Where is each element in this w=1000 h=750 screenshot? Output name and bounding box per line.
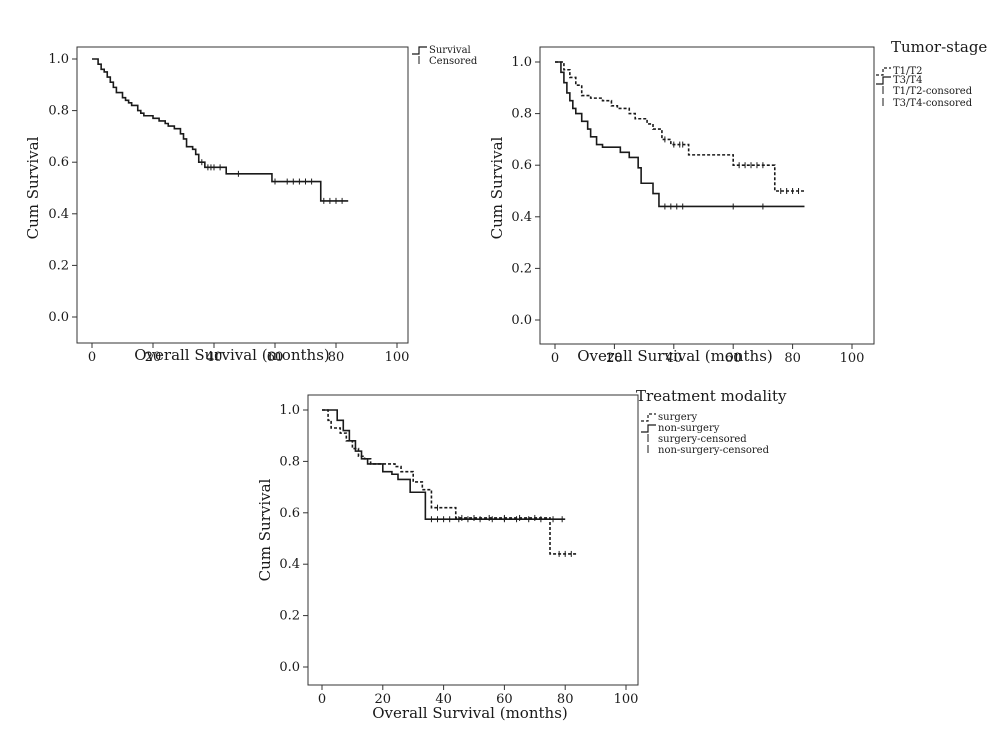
x-tick-label: 100 bbox=[614, 692, 639, 707]
legend-title: Treatment modality bbox=[636, 387, 787, 405]
legend-label: Censored bbox=[429, 56, 478, 67]
y-tick-label: 0.8 bbox=[48, 104, 69, 119]
legend-label: Survival bbox=[429, 45, 471, 56]
y-tick-label: 0.8 bbox=[511, 107, 532, 122]
legend-label: non-surgery bbox=[658, 423, 720, 434]
series-line-t3-t4 bbox=[555, 61, 805, 208]
legend-label: T1/T2-consored bbox=[893, 86, 973, 97]
y-tick-label: 1.0 bbox=[511, 55, 532, 70]
x-tick-label: 20 bbox=[606, 351, 623, 366]
y-tick-label: 0.6 bbox=[279, 506, 300, 521]
x-tick-label: 60 bbox=[267, 350, 284, 365]
y-tick-label: 0.2 bbox=[511, 261, 532, 276]
x-tick-label: 0 bbox=[318, 692, 326, 707]
y-tick-label: 0.4 bbox=[48, 207, 69, 222]
x-tick-label: 20 bbox=[145, 350, 162, 365]
legend-label: T3/T4-consored bbox=[893, 98, 973, 109]
chart-panel-3: 0 20 40 60 80 100 0.0 0.2 0.4 0.6 0.8 1.0 Overall Su… bbox=[256, 387, 787, 722]
x-tick-label: 80 bbox=[328, 350, 345, 365]
x-tick-label: 0 bbox=[551, 351, 559, 366]
legend: Tumor-stage T1/T2T3/T4T1/T2-consoredT3/T4… bbox=[876, 38, 987, 109]
x-axis-title: Overall Survival (months) bbox=[372, 704, 568, 722]
legend-label: T3/T4 bbox=[893, 75, 922, 86]
x-axis-title: Overall Survival (months) bbox=[577, 347, 773, 365]
legend-label: T1/T2 bbox=[893, 66, 922, 77]
series-line-t1-t2 bbox=[555, 61, 805, 192]
x-tick-label: 40 bbox=[666, 351, 683, 366]
y-tick-label: 0.4 bbox=[511, 210, 532, 225]
y-tick-label: 0.6 bbox=[511, 158, 532, 173]
plot-frame bbox=[307, 394, 639, 686]
x-tick-label: 0 bbox=[88, 350, 96, 365]
chart-panel-2: 0 20 40 60 80 100 0.0 0.2 0.4 0.6 0.8 1.0 Overall Su… bbox=[488, 38, 987, 366]
x-tick-label: 80 bbox=[784, 351, 801, 366]
legend-label: non-surgery-censored bbox=[658, 445, 770, 456]
y-tick-label: 1.0 bbox=[48, 52, 69, 67]
legend-label: surgery-censored bbox=[658, 434, 747, 445]
legend-swatch bbox=[412, 46, 427, 55]
y-tick-label: 0.8 bbox=[279, 454, 300, 469]
chart-panel-1: 0 20 40 60 80 100 0.0 0.2 0.4 0.6 0.8 1.0 Overall Su… bbox=[24, 45, 478, 365]
y-tick-label: 0.0 bbox=[48, 310, 69, 325]
x-tick-label: 20 bbox=[375, 692, 392, 707]
legend-title: Tumor-stage bbox=[891, 38, 987, 56]
series-line-surgery bbox=[322, 409, 578, 555]
x-tick-label: 60 bbox=[496, 692, 513, 707]
plot-frame bbox=[76, 46, 409, 344]
legend: Treatment modality surgerynon-surgerysurg… bbox=[636, 387, 787, 456]
legend-swatch bbox=[876, 67, 891, 76]
legend-swatch bbox=[876, 76, 891, 85]
y-tick-label: 0.0 bbox=[511, 313, 532, 328]
x-tick-label: 60 bbox=[725, 351, 742, 366]
y-tick-label: 0.0 bbox=[279, 660, 300, 675]
series-line-survival bbox=[92, 58, 349, 202]
x-tick-label: 100 bbox=[385, 350, 410, 365]
legend-swatch bbox=[641, 413, 656, 422]
x-axis-title: Overall Survival (months) bbox=[134, 346, 330, 364]
legend-label: surgery bbox=[658, 412, 697, 423]
legend-swatch bbox=[641, 424, 656, 433]
x-tick-label: 40 bbox=[206, 350, 223, 365]
x-tick-label: 100 bbox=[840, 351, 865, 366]
y-tick-label: 1.0 bbox=[279, 403, 300, 418]
series-line-non-surgery bbox=[322, 409, 566, 521]
y-tick-label: 0.2 bbox=[48, 258, 69, 273]
plot-frame bbox=[539, 46, 875, 345]
y-tick-label: 0.2 bbox=[279, 609, 300, 624]
y-tick-label: 0.4 bbox=[279, 557, 300, 572]
y-tick-label: 0.6 bbox=[48, 155, 69, 170]
y-axis-title: Cum Survival bbox=[24, 136, 42, 239]
y-axis-title: Cum Survival bbox=[488, 136, 506, 239]
y-axis-title: Cum Survival bbox=[256, 478, 274, 581]
x-tick-label: 80 bbox=[557, 692, 574, 707]
x-tick-label: 40 bbox=[435, 692, 452, 707]
